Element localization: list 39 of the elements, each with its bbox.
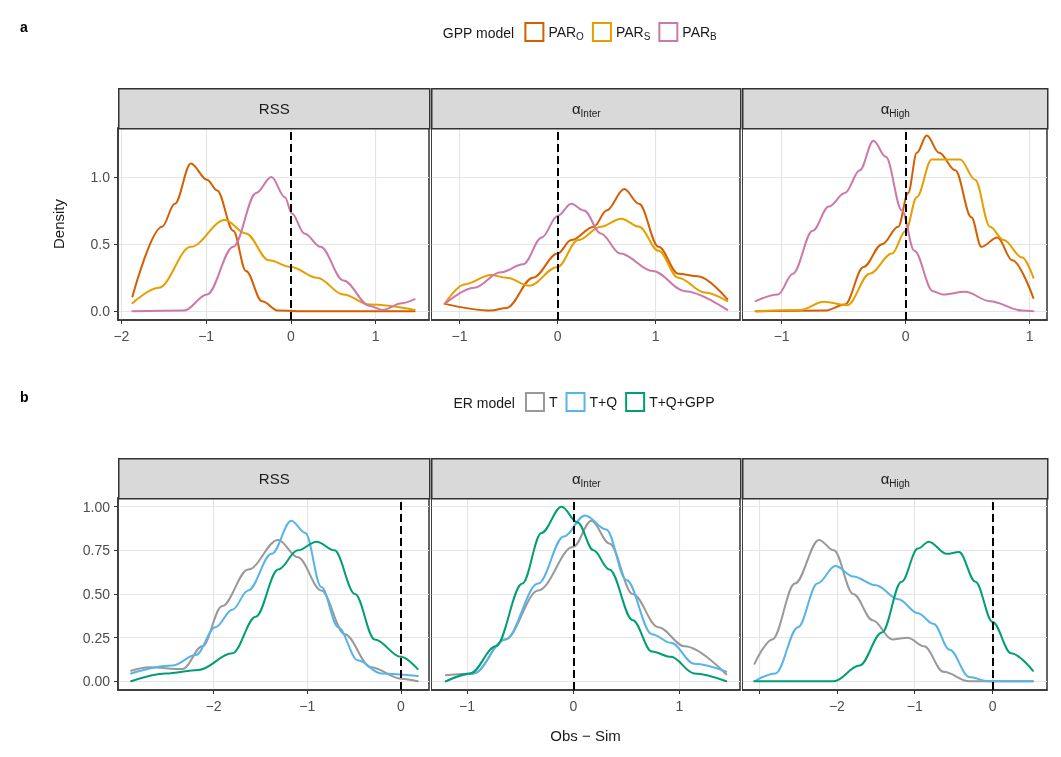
legend-title: ER model bbox=[453, 395, 515, 411]
y-tick-label: 0.5 bbox=[90, 236, 111, 253]
x-tick-label: 0 bbox=[553, 328, 562, 344]
x-tick-label: 1 bbox=[651, 328, 660, 344]
legend-label: T bbox=[548, 394, 558, 410]
y-tick-label: 1.00 bbox=[82, 498, 111, 515]
y-tick-label: 0.00 bbox=[82, 673, 111, 690]
y-tick-label: 0.50 bbox=[82, 586, 111, 602]
line-series bbox=[131, 218, 416, 311]
x-tick-label: 0 bbox=[286, 328, 295, 344]
x-tick-label: −2 bbox=[113, 328, 130, 344]
chart-title: RSS bbox=[258, 470, 290, 488]
x-tick-label: −2 bbox=[828, 698, 846, 714]
x-axis-title: Obs − Sim bbox=[550, 727, 621, 744]
x-tick-label: −1 bbox=[198, 328, 215, 344]
x-tick-label: 0 bbox=[397, 698, 405, 714]
y-tick-label: 0.0 bbox=[90, 303, 111, 320]
y-tick-label: 0.25 bbox=[82, 629, 111, 646]
x-tick-label: 0 bbox=[569, 698, 578, 714]
legend-title: GPP model bbox=[442, 25, 515, 41]
x-tick-label: −1 bbox=[906, 698, 923, 714]
text: a bbox=[20, 19, 28, 35]
x-tick-label: −1 bbox=[451, 328, 468, 344]
legend-label: T+Q bbox=[589, 394, 618, 410]
x-tick-label: −2 bbox=[205, 698, 222, 714]
x-tick-label: −1 bbox=[459, 698, 476, 714]
x-tick-label: −1 bbox=[299, 698, 316, 714]
chart-title: RSS bbox=[258, 100, 290, 118]
x-tick-label: 1 bbox=[1025, 328, 1034, 344]
x-tick-label: −1 bbox=[773, 328, 790, 344]
x-tick-label: 0 bbox=[901, 328, 910, 344]
y-tick-label: 0.75 bbox=[82, 542, 111, 559]
legend-label: T+Q+GPP bbox=[649, 394, 715, 410]
y-axis-title: Density bbox=[50, 198, 67, 250]
y-tick-label: 1.0 bbox=[90, 169, 111, 186]
x-tick-label: 1 bbox=[675, 698, 684, 714]
x-tick-label: 1 bbox=[371, 328, 380, 344]
text: b bbox=[20, 389, 29, 405]
x-tick-label: 0 bbox=[988, 698, 997, 714]
